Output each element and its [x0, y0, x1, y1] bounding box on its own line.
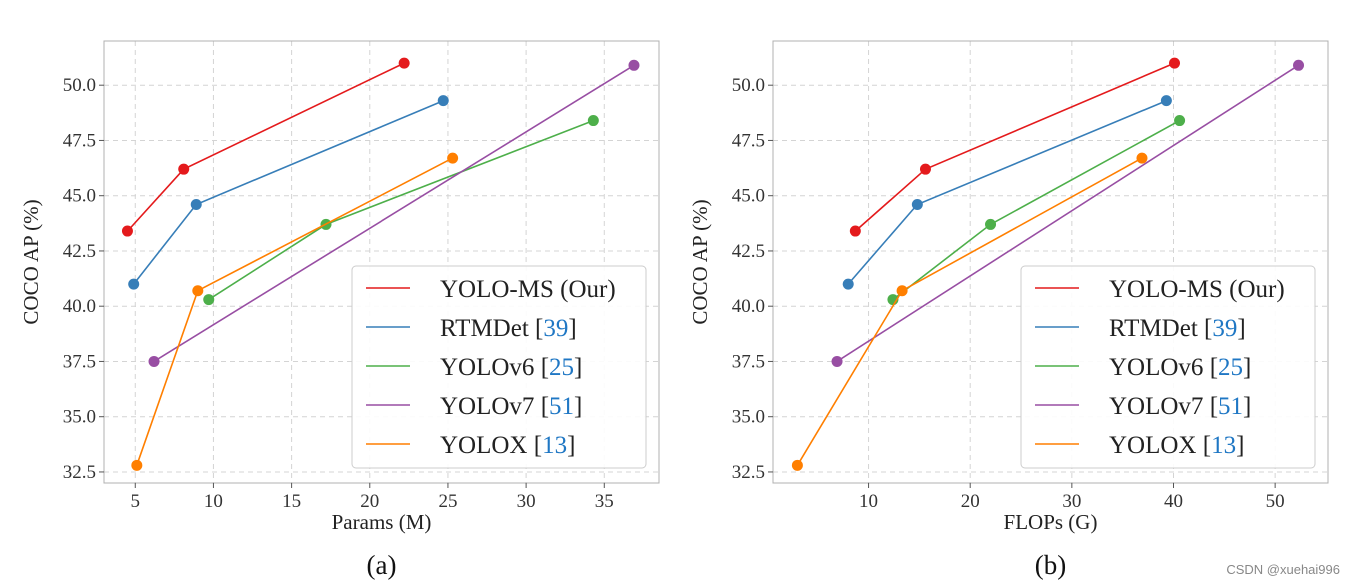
- y-tick-label: 40.0: [732, 296, 765, 317]
- data-point: [148, 355, 160, 367]
- y-tick-label: 45.0: [63, 186, 96, 207]
- data-point: [203, 294, 215, 306]
- series-line: [126, 62, 405, 232]
- data-point: [919, 163, 931, 175]
- x-tick-label: 35: [595, 491, 614, 512]
- y-tick-label: 50.0: [63, 75, 96, 96]
- data-point: [849, 225, 861, 237]
- data-point: [1136, 152, 1148, 164]
- x-tick-label: 10: [204, 491, 223, 512]
- y-tick-label: 32.5: [732, 462, 765, 483]
- data-point: [1293, 59, 1305, 71]
- series-yolox: [131, 152, 459, 471]
- watermark: CSDN @xuehai996: [1226, 562, 1340, 577]
- x-tick-label: 10: [859, 491, 878, 512]
- series-yolov6: [887, 115, 1186, 306]
- series-line: [836, 64, 1299, 363]
- legend-entry: YOLOv7 [51]: [440, 393, 582, 420]
- legend-box: [351, 265, 647, 469]
- legend-entry: YOLOv6 [25]: [1109, 354, 1251, 381]
- legend-entry: YOLO-MS (Our): [440, 276, 616, 303]
- series-line: [854, 62, 1175, 232]
- panel-label: (b): [1035, 550, 1066, 580]
- panel-label: (a): [367, 550, 397, 580]
- grid-lines: [773, 41, 1328, 483]
- series-yolo-ms-our: [121, 57, 410, 237]
- x-tick-label: 40: [1164, 491, 1183, 512]
- y-tick-label: 37.5: [732, 351, 765, 372]
- data-point: [587, 115, 599, 127]
- data-point: [398, 57, 410, 69]
- series-rtmdet: [842, 95, 1172, 290]
- plot-frame: [772, 40, 1329, 484]
- y-tick-label: 42.5: [732, 241, 765, 262]
- legend-entry: YOLOv6 [25]: [440, 354, 582, 381]
- data-point: [190, 199, 202, 211]
- legend-box: [1020, 265, 1316, 469]
- data-point: [1174, 115, 1186, 127]
- y-tick-label: 35.0: [732, 407, 765, 428]
- series-rtmdet: [128, 95, 449, 290]
- legend-entry: YOLOv7 [51]: [1109, 393, 1251, 420]
- chart-panel-1: 32.5 35.0 37.5 40.0 42.5 45.0 47.5 50.0 5 10 15 20 2…: [19, 40, 660, 580]
- data-point: [831, 355, 843, 367]
- data-point: [192, 285, 204, 297]
- data-point: [178, 163, 190, 175]
- data-point: [437, 95, 449, 107]
- y-tick-label: 40.0: [63, 296, 96, 317]
- series-yolox: [791, 152, 1148, 471]
- y-tick-label: 35.0: [63, 407, 96, 428]
- series-yolo-ms-our: [849, 57, 1181, 237]
- y-tick-label: 37.5: [63, 351, 96, 372]
- data-point: [896, 285, 908, 297]
- series-line: [153, 64, 635, 363]
- data-point: [447, 152, 459, 164]
- x-tick-label: 50: [1266, 491, 1285, 512]
- y-tick-label: 32.5: [63, 462, 96, 483]
- y-tick-label: 47.5: [63, 130, 96, 151]
- series-yolov7: [831, 59, 1305, 367]
- x-tick-label: 5: [131, 491, 141, 512]
- x-tick-label: 30: [517, 491, 536, 512]
- legend-entry: YOLOX [13]: [440, 432, 575, 459]
- y-tick-label: 50.0: [732, 75, 765, 96]
- data-point: [1169, 57, 1181, 69]
- legend-entry: YOLO-MS (Our): [1109, 276, 1285, 303]
- plot-frame: [103, 40, 660, 484]
- legend-entry: RTMDet [39]: [1109, 315, 1246, 342]
- series-yolov7: [148, 59, 640, 367]
- chart-panel-2: 32.5 35.0 37.5 40.0 42.5 45.0 47.5 50.0 10 20 30 40…: [688, 40, 1329, 580]
- series-line: [133, 99, 444, 285]
- x-tick-label: 15: [282, 491, 301, 512]
- series-line: [847, 99, 1167, 285]
- x-tick-label: 30: [1062, 491, 1081, 512]
- legend: YOLO-MS (Our) RTMDet [39] YOLOv6 [25] YOLOv…: [1020, 265, 1316, 469]
- data-point: [911, 199, 923, 211]
- legend: YOLO-MS (Our) RTMDet [39] YOLOv6 [25] YOLOv…: [351, 265, 647, 469]
- y-axis-label: COCO AP (%): [19, 199, 43, 324]
- y-tick-label: 47.5: [732, 130, 765, 151]
- x-axis-label: Params (M): [332, 510, 432, 534]
- x-axis-label: FLOPs (G): [1004, 510, 1098, 534]
- x-tick-label: 20: [961, 491, 980, 512]
- x-tick-label: 25: [438, 491, 457, 512]
- data-point: [131, 459, 143, 471]
- y-tick-label: 45.0: [732, 186, 765, 207]
- data-point: [1160, 95, 1172, 107]
- data-point: [842, 278, 854, 290]
- legend-entry: YOLOX [13]: [1109, 432, 1244, 459]
- data-point: [628, 59, 640, 71]
- data-point: [128, 278, 140, 290]
- data-point: [985, 218, 997, 230]
- data-point: [791, 459, 803, 471]
- y-tick-label: 42.5: [63, 241, 96, 262]
- x-tick-label: 20: [360, 491, 379, 512]
- y-axis-label: COCO AP (%): [688, 199, 712, 324]
- legend-entry: RTMDet [39]: [440, 315, 577, 342]
- data-point: [121, 225, 133, 237]
